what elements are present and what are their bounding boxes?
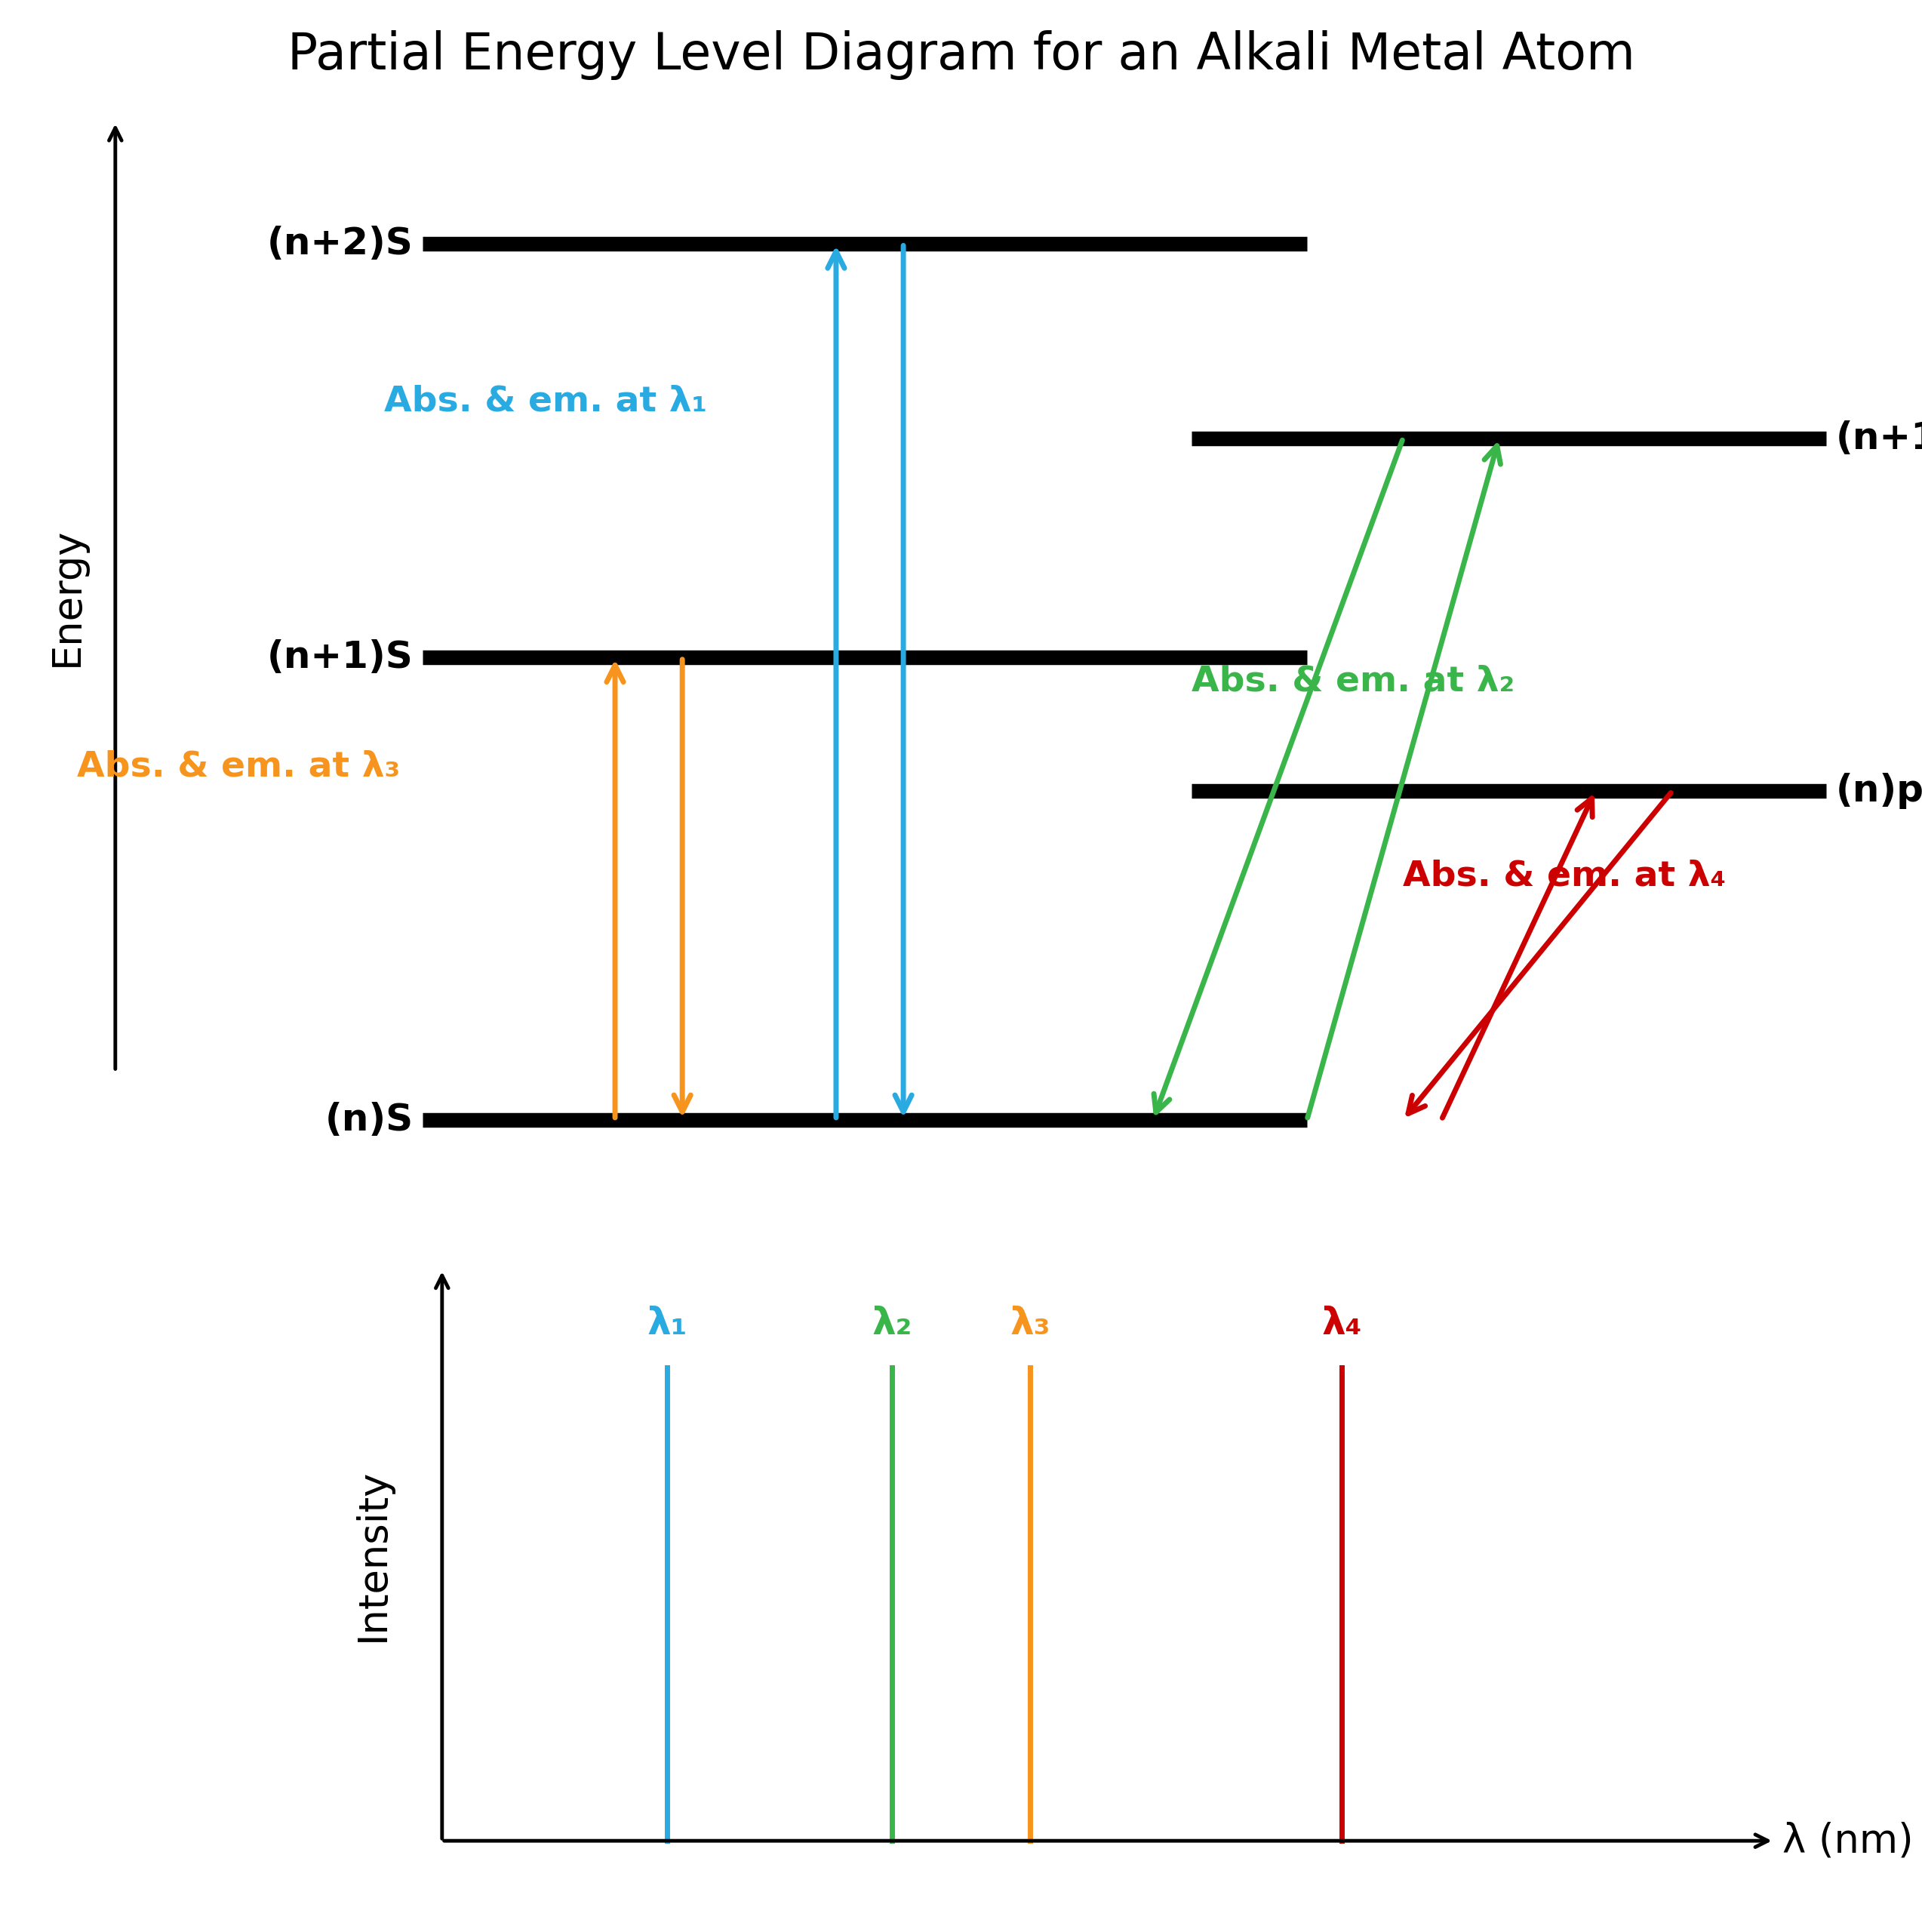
Text: λ₁: λ₁: [646, 1306, 688, 1341]
Text: (n+1)S: (n+1)S: [267, 639, 413, 676]
Text: (n+2)S: (n+2)S: [267, 226, 413, 261]
Text: λ₄: λ₄: [1320, 1306, 1363, 1341]
Text: Energy: Energy: [48, 527, 86, 667]
Text: (n)p: (n)p: [1836, 773, 1922, 810]
Text: Abs. & em. at λ₁: Abs. & em. at λ₁: [384, 384, 707, 419]
Text: λ₂: λ₂: [873, 1306, 911, 1341]
Text: λ₃: λ₃: [1009, 1306, 1051, 1341]
Text: (n)S: (n)S: [325, 1101, 413, 1138]
Text: Partial Energy Level Diagram for an Alkali Metal Atom: Partial Energy Level Diagram for an Alka…: [286, 31, 1636, 81]
Text: Intensity: Intensity: [354, 1468, 392, 1642]
Text: (n+1)p: (n+1)p: [1836, 419, 1922, 456]
Text: Abs. & em. at λ₄: Abs. & em. at λ₄: [1403, 860, 1726, 893]
Text: Abs. & em. at λ₃: Abs. & em. at λ₃: [77, 750, 400, 784]
Text: λ (nm): λ (nm): [1784, 1822, 1914, 1861]
Text: Abs. & em. at λ₂: Abs. & em. at λ₂: [1192, 665, 1515, 699]
